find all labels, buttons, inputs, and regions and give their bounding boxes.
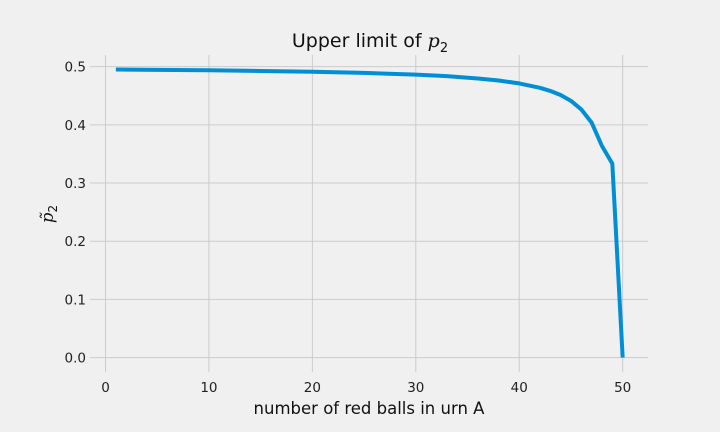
tick-labels: 0 10 20 30 40 50 0.0 0.1 0.2 0.3 0.4 0.5	[65, 60, 632, 396]
y-tick-label: 0.0	[65, 351, 86, 367]
x-tick-label: 0	[101, 380, 110, 396]
series-line	[115, 67, 625, 358]
y-axis-label: p̃2	[38, 205, 60, 223]
y-tick-label: 0.2	[65, 234, 86, 250]
x-tick-label: 10	[200, 380, 217, 396]
x-tick-label: 40	[511, 380, 528, 396]
y-tick-label: 0.5	[65, 60, 86, 76]
x-tick-label: 50	[614, 380, 631, 396]
grid	[90, 55, 648, 372]
y-tick-label: 0.4	[65, 118, 86, 134]
x-tick-label: 30	[407, 380, 424, 396]
series-layer	[115, 67, 625, 358]
chart-title: Upper limit of p2	[292, 30, 448, 56]
y-tick-label: 0.1	[65, 292, 86, 308]
x-axis-label: number of red balls in urn A	[254, 399, 486, 418]
y-tick-label: 0.3	[65, 176, 86, 192]
x-tick-label: 20	[304, 380, 321, 396]
